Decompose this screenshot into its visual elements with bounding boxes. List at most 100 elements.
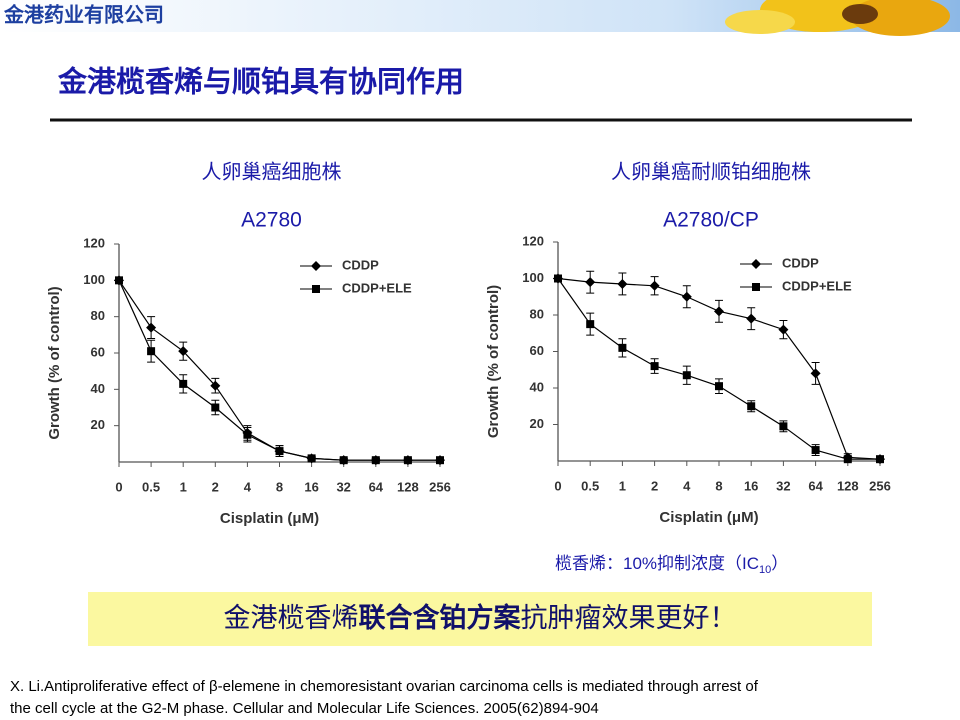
y-tick-label: 80 [530, 306, 544, 321]
marker [146, 322, 157, 333]
marker [554, 274, 562, 283]
y-tick-label: 20 [91, 417, 105, 432]
y-tick-label: 20 [530, 416, 544, 431]
x-tick-label: 8 [276, 479, 283, 494]
x-tick-label: 4 [683, 478, 691, 493]
x-tick-label: 32 [776, 478, 790, 493]
marker [843, 455, 852, 464]
x-tick-label: 0.5 [581, 478, 599, 493]
x-tick-label: 64 [369, 479, 384, 494]
marker [876, 455, 884, 464]
marker [811, 446, 820, 455]
note: 榄香烯：10%抑制浓度（IC10） [555, 554, 788, 575]
x-tick-label: 256 [429, 479, 451, 494]
x-tick-label: 256 [869, 478, 891, 493]
marker [747, 402, 756, 411]
marker [746, 313, 757, 324]
x-tick-label: 16 [744, 478, 758, 493]
citation: the cell cycle at the G2-M phase. Cellul… [10, 700, 599, 717]
x-tick-label: 1 [619, 478, 626, 493]
marker [115, 276, 123, 285]
marker [778, 324, 789, 335]
x-tick-label: 32 [336, 479, 350, 494]
marker [779, 422, 788, 431]
marker [650, 362, 659, 371]
marker [211, 403, 220, 412]
marker [307, 454, 316, 463]
marker [586, 320, 595, 329]
y-tick-label: 80 [91, 308, 105, 323]
x-tick-label: 16 [304, 479, 318, 494]
highlight-box: 金港榄香烯联合含铂方案抗肿瘤效果更好！ [88, 592, 872, 646]
chart-title: 人卵巢癌细胞株 [202, 160, 342, 183]
y-tick-label: 120 [522, 233, 544, 248]
note-subscript: 10 [759, 564, 771, 576]
marker [403, 456, 412, 465]
legend-label: CDDP [342, 257, 379, 272]
series-line [118, 279, 440, 461]
marker [810, 368, 821, 379]
x-tick-label: 128 [837, 478, 859, 493]
note-text: 榄香烯：10%抑制浓度（IC [555, 554, 759, 573]
marker [585, 277, 596, 288]
x-tick-label: 8 [715, 478, 722, 493]
marker [617, 278, 628, 289]
marker [682, 371, 691, 380]
marker [436, 456, 444, 465]
highlight-text: 抗肿瘤效果更好！ [520, 603, 737, 634]
x-axis-label: Cisplatin (μM) [659, 509, 758, 526]
marker [371, 456, 380, 465]
y-axis-label: Growth (% of control) [485, 285, 502, 438]
x-axis-label: Cisplatin (μM) [220, 510, 319, 527]
marker [147, 347, 156, 356]
marker [715, 382, 723, 391]
chart-subtitle: A2780 [241, 209, 302, 232]
y-tick-label: 120 [83, 235, 105, 250]
chart-subtitle: A2780/CP [663, 209, 759, 232]
highlight-text: 金港榄香烯 [223, 603, 359, 634]
citation: X. Li.Antiproliferative effect of β-elem… [10, 678, 758, 695]
marker [275, 447, 284, 456]
y-tick-label: 100 [522, 270, 544, 285]
x-tick-label: 128 [397, 479, 419, 494]
marker [751, 259, 761, 269]
x-tick-label: 0.5 [142, 479, 160, 494]
x-tick-label: 0 [554, 478, 561, 493]
y-tick-label: 40 [530, 379, 544, 394]
marker [339, 456, 348, 465]
marker [714, 306, 724, 317]
marker [311, 261, 321, 271]
highlight-bold: 联合含铂方案 [358, 603, 521, 634]
y-axis-label: Growth (% of control) [46, 286, 63, 439]
x-tick-label: 0 [115, 479, 122, 494]
series-line [118, 280, 440, 461]
marker [618, 343, 627, 352]
note-end: ） [771, 554, 788, 573]
marker [210, 380, 221, 391]
y-tick-label: 60 [91, 344, 105, 359]
legend-label: CDDP+ELE [782, 278, 852, 293]
marker [312, 285, 320, 293]
y-tick-label: 100 [83, 272, 105, 287]
marker [681, 291, 692, 302]
x-tick-label: 64 [808, 478, 823, 493]
company-logo: 金港药业有限公司 [3, 2, 164, 26]
y-tick-label: 60 [530, 343, 544, 358]
chart-title: 人卵巢癌耐顺铂细胞株 [611, 160, 811, 183]
marker [178, 346, 189, 357]
sunflower-decoration [725, 0, 950, 36]
x-tick-label: 2 [651, 478, 658, 493]
y-tick-label: 40 [91, 381, 105, 396]
x-tick-label: 1 [180, 479, 187, 494]
legend-label: CDDP [782, 255, 819, 270]
marker [752, 283, 760, 291]
slide-title: 金港榄香烯与顺铂具有协同作用 [57, 65, 464, 99]
marker [649, 280, 660, 291]
legend-label: CDDP+ELE [342, 280, 412, 295]
marker [243, 430, 252, 439]
marker [179, 379, 188, 388]
x-tick-label: 4 [244, 479, 252, 494]
x-tick-label: 2 [212, 479, 219, 494]
